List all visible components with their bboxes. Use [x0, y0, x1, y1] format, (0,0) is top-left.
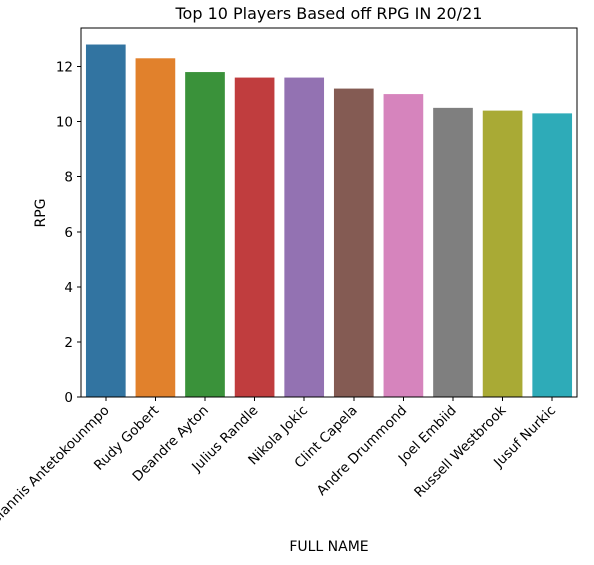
x-axis-label: FULL NAME: [289, 539, 368, 555]
y-tick-label: 8: [64, 170, 73, 186]
x-tick-label: Russell Westbrook: [411, 402, 509, 500]
y-tick-label: 12: [56, 60, 73, 76]
bar-julius-randle: [234, 77, 275, 397]
bar-jusuf-nurkic: [532, 113, 573, 398]
y-tick-label: 2: [64, 335, 73, 351]
bar-deandre-ayton: [185, 72, 225, 397]
x-tick-label: Andre Drummond: [314, 403, 410, 499]
bar-giannis-antetokounmpo: [85, 44, 126, 398]
y-axis-label: RPG: [33, 198, 49, 227]
y-tick-label: 0: [64, 390, 73, 406]
y-tick-label: 6: [64, 225, 73, 241]
y-tick-label: 4: [64, 280, 73, 296]
bar-nikola-jokic: [284, 77, 325, 397]
y-tick-label: 10: [56, 115, 73, 131]
bar-andre-drummond: [383, 94, 424, 397]
bar-rudy-gobert: [135, 58, 176, 397]
bar-joel-embiid: [433, 107, 473, 398]
chart-title: Top 10 Players Based off RPG IN 20/21: [175, 4, 483, 23]
axes-frame: [80, 27, 578, 398]
bar-clint-capela: [333, 88, 374, 397]
bar-russell-westbrook: [482, 110, 523, 398]
